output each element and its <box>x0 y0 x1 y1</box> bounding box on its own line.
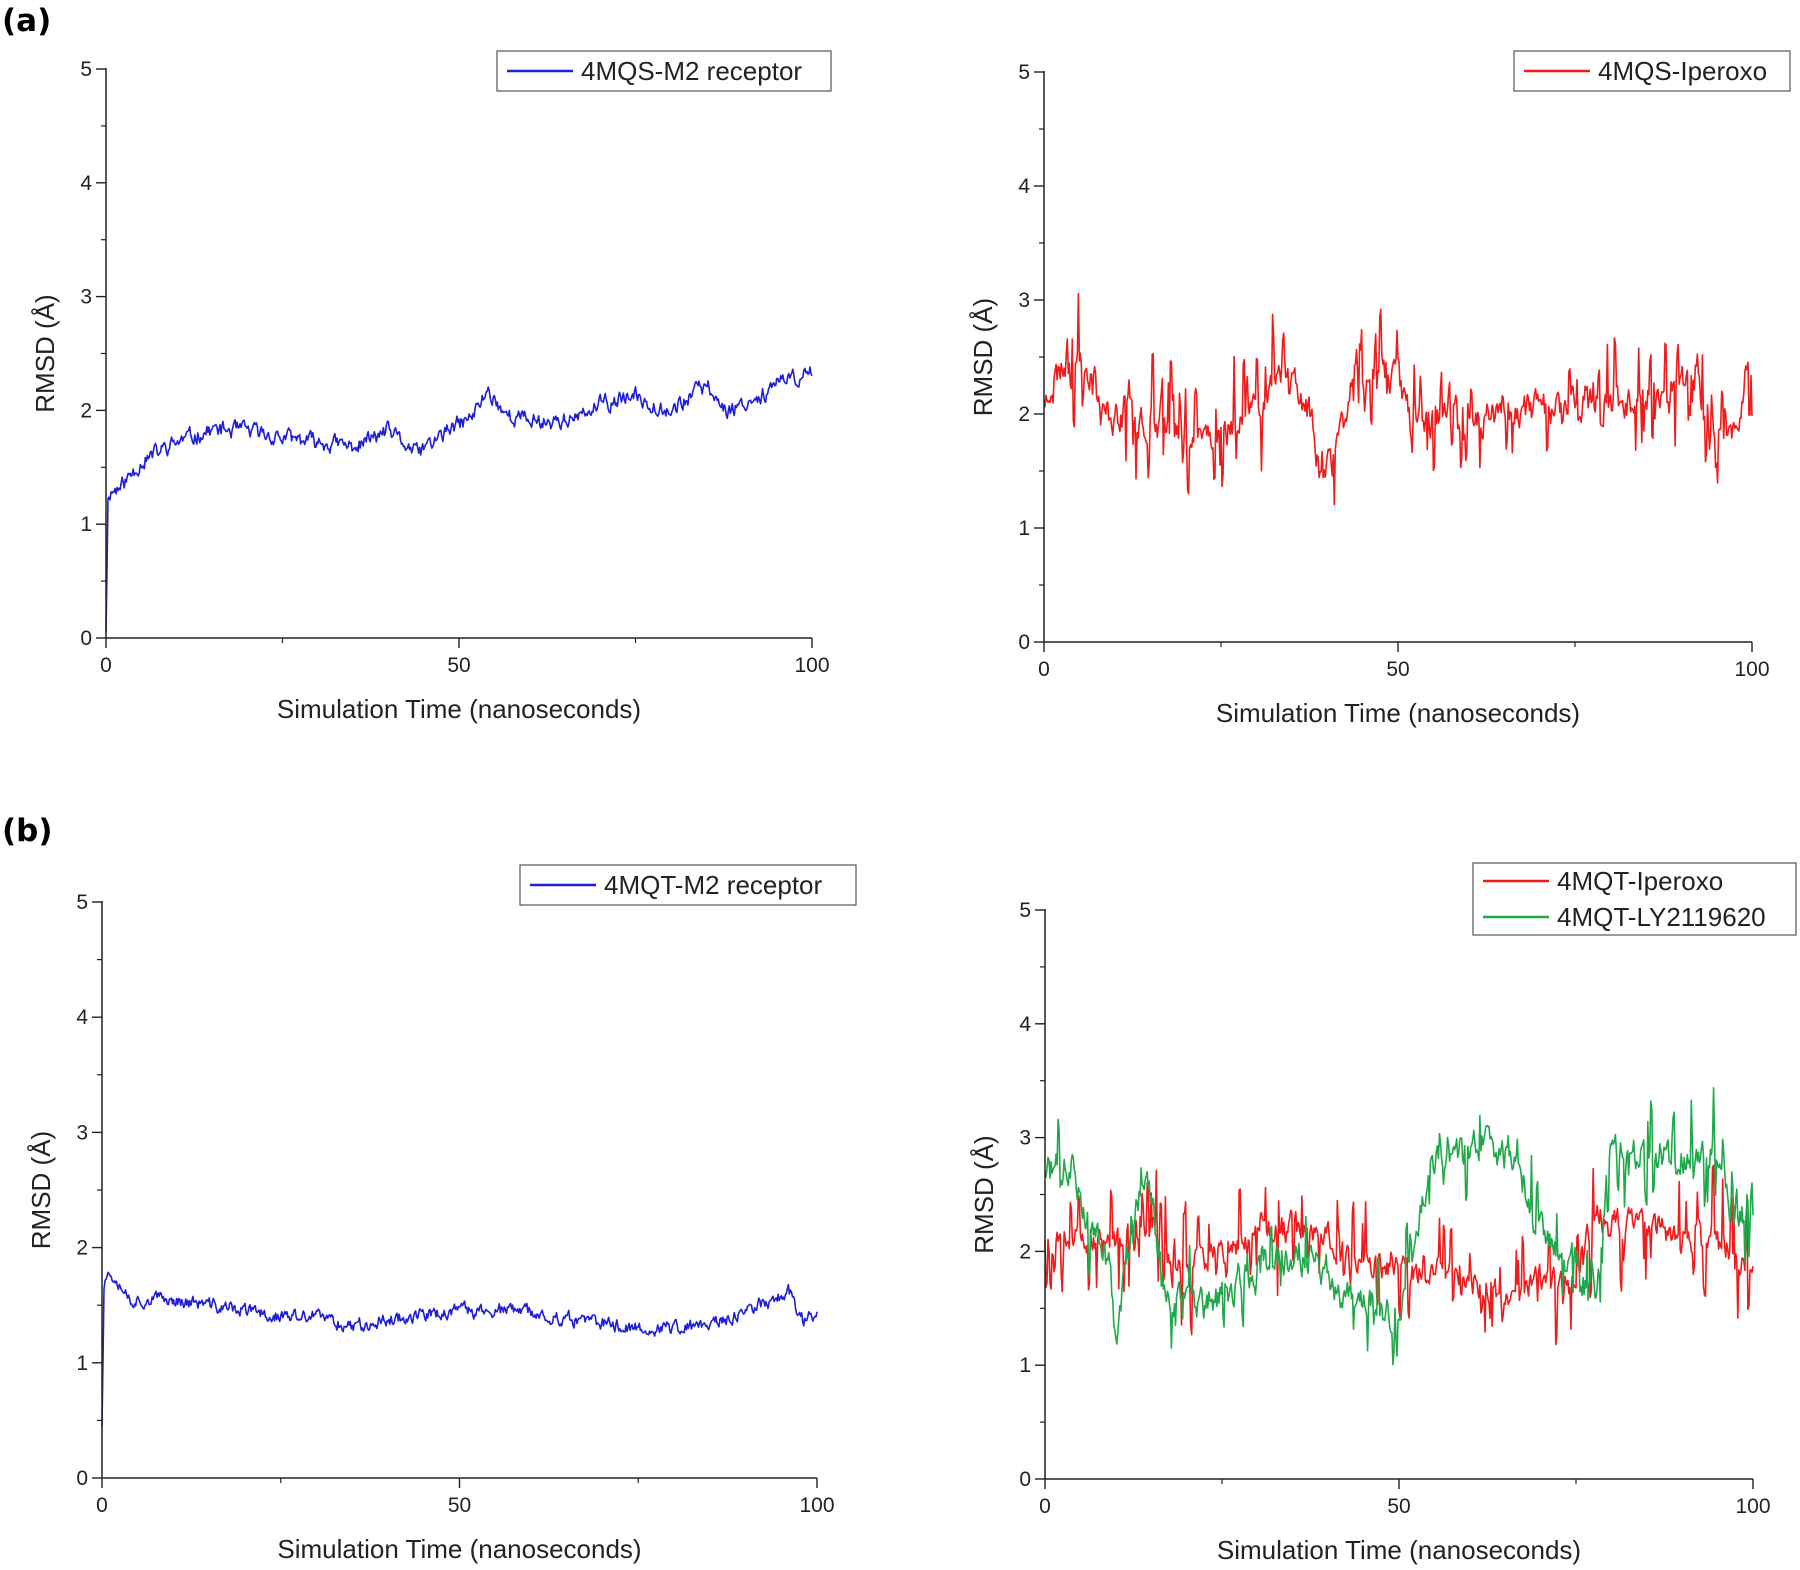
legend-box <box>496 50 832 92</box>
y-tick-label: 4 <box>80 172 92 195</box>
y-tick-label: 3 <box>80 286 92 309</box>
legend-label: 4MQT-M2 receptor <box>604 870 823 900</box>
x-tick-label: 50 <box>1386 658 1409 681</box>
x-tick-label: 0 <box>96 1494 108 1517</box>
y-tick-label: 2 <box>76 1237 88 1260</box>
x-tick-label: 50 <box>448 1494 471 1517</box>
x-tick-label: 100 <box>794 654 829 677</box>
y-tick-label: 1 <box>80 513 92 536</box>
y-tick-label: 2 <box>1019 1240 1031 1263</box>
legend-box <box>1472 862 1797 936</box>
x-tick-label: 0 <box>1038 658 1050 681</box>
y-tick-label: 0 <box>1018 631 1030 654</box>
y-axis-title: RMSD (Å) <box>968 298 998 416</box>
x-axis-title: Simulation Time (nanoseconds) <box>277 694 641 724</box>
y-tick-label: 3 <box>1018 289 1030 312</box>
y-axis-title: RMSD (Å) <box>969 1135 999 1253</box>
x-axis-title: Simulation Time (nanoseconds) <box>277 1534 641 1564</box>
y-tick-label: 0 <box>1019 1468 1031 1491</box>
series-line-4mqs-iperoxo <box>1043 292 1753 506</box>
x-tick-label: 100 <box>799 1494 834 1517</box>
y-tick-label: 4 <box>1018 175 1030 198</box>
series-line-4mqt-iperoxo <box>1044 1164 1754 1346</box>
y-tick-label: 2 <box>1018 403 1030 426</box>
legend-label: 4MQT-Iperoxo <box>1557 866 1723 896</box>
panel-b-label: (b) <box>2 813 53 849</box>
y-tick-label: 1 <box>1018 517 1030 540</box>
y-tick-label: 3 <box>1019 1127 1031 1150</box>
x-tick-label: 50 <box>1387 1495 1410 1518</box>
x-tick-label: 100 <box>1734 658 1769 681</box>
y-tick-label: 1 <box>76 1352 88 1375</box>
panel-a-label: (a) <box>2 3 51 39</box>
y-tick-label: 1 <box>1019 1354 1031 1377</box>
y-tick-label: 0 <box>76 1467 88 1490</box>
series-line-4mqt-ly2119620 <box>1044 1087 1754 1366</box>
y-axis-title: RMSD (Å) <box>30 294 60 412</box>
y-tick-label: 4 <box>1019 1013 1031 1036</box>
y-tick-label: 2 <box>80 399 92 422</box>
x-tick-label: 100 <box>1735 1495 1770 1518</box>
x-axis-title: Simulation Time (nanoseconds) <box>1217 1535 1581 1565</box>
series-line-4mqs-m2-receptor <box>105 366 813 633</box>
x-tick-label: 50 <box>447 654 470 677</box>
series-line-4mqt-m2-receptor <box>101 1271 818 1427</box>
y-tick-label: 0 <box>80 627 92 650</box>
y-tick-label: 5 <box>1018 61 1030 84</box>
y-axis-title: RMSD (Å) <box>26 1131 56 1249</box>
y-tick-label: 5 <box>76 891 88 914</box>
y-tick-label: 5 <box>80 58 92 81</box>
x-tick-label: 0 <box>1039 1495 1051 1518</box>
y-tick-label: 5 <box>1019 899 1031 922</box>
legend-label: 4MQS-M2 receptor <box>581 56 802 86</box>
x-tick-label: 0 <box>100 654 112 677</box>
y-tick-label: 4 <box>76 1006 88 1029</box>
legend-label: 4MQT-LY2119620 <box>1557 902 1766 932</box>
x-axis-title: Simulation Time (nanoseconds) <box>1216 698 1580 728</box>
legend-label: 4MQS-Iperoxo <box>1598 56 1767 86</box>
y-tick-label: 3 <box>76 1121 88 1144</box>
